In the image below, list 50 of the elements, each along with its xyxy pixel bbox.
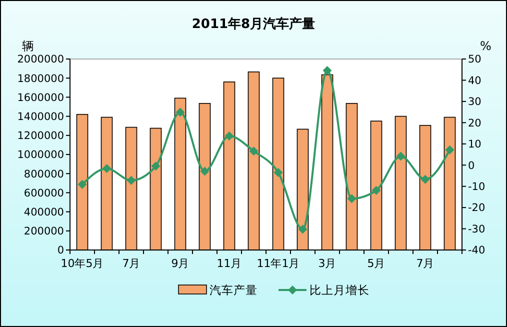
- y-tick-label: 2000000: [17, 54, 64, 66]
- x-tick-label: 3月: [318, 257, 336, 270]
- y-tick-label: 800000: [24, 168, 64, 180]
- y2-axis-title: %: [480, 39, 492, 53]
- point: [420, 174, 430, 184]
- point: [347, 194, 356, 204]
- x-tick-label: 7月: [416, 257, 434, 270]
- y2-tick-label: -30: [468, 223, 486, 236]
- y-tick-label: 1800000: [17, 72, 64, 85]
- legend-label: 汽车产量: [210, 283, 258, 298]
- y2-tick-label: -40: [468, 244, 486, 257]
- legend-label: 比上月增长: [310, 283, 370, 298]
- point: [102, 164, 112, 174]
- y-tick-label: 1400000: [17, 110, 64, 123]
- point: [372, 186, 381, 195]
- point: [126, 176, 136, 185]
- x-tick-label: 5月: [367, 257, 386, 270]
- point: [298, 224, 308, 234]
- y2-tick-label: 0: [468, 160, 475, 172]
- y2-tick-label: 10: [468, 138, 482, 151]
- y-tick-label: 600000: [24, 187, 64, 200]
- y-tick-label: 1200000: [17, 130, 64, 142]
- x-tick-label: 7月: [122, 257, 140, 270]
- y-tick-label: 200000: [24, 226, 64, 238]
- x-tick-label: 11年1月: [256, 257, 300, 270]
- point: [396, 152, 406, 161]
- y-tick-label: 400000: [24, 206, 64, 218]
- y-axis-title: 辆: [22, 39, 34, 53]
- point: [249, 146, 258, 156]
- point: [200, 166, 210, 176]
- point: [274, 168, 283, 178]
- y2-tick-label: 50: [468, 54, 482, 66]
- x-tick-label: 9月: [171, 257, 190, 270]
- y2-tick-label: 40: [468, 74, 482, 87]
- point: [176, 108, 185, 117]
- y-tick-label: 1000000: [17, 149, 64, 162]
- y2-tick-label: -20: [468, 202, 486, 214]
- y-tick-label: 1600000: [17, 92, 64, 104]
- chart-title: 2011年8月汽车产量: [192, 16, 316, 32]
- x-tick-label: 11月: [216, 257, 242, 270]
- x-tick-label: 10年5月: [60, 257, 104, 270]
- point: [445, 145, 454, 154]
- y2-tick-label: -10: [468, 181, 486, 194]
- point: [224, 132, 234, 141]
- point: [78, 180, 87, 189]
- point: [151, 162, 160, 171]
- y-tick-label: 0: [57, 244, 64, 257]
- point: [322, 66, 332, 75]
- y2-tick-label: 30: [468, 96, 482, 108]
- y2-tick-label: 20: [468, 117, 482, 130]
